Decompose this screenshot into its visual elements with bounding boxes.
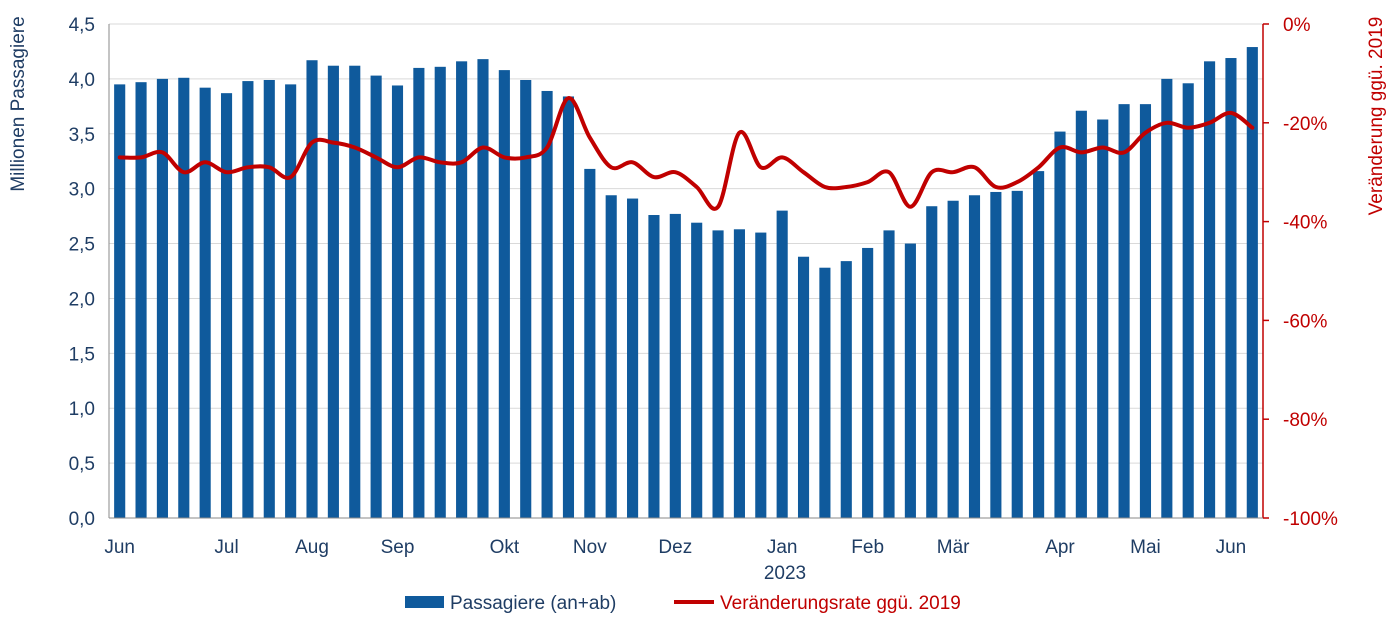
left-tick-label: 3,0 (69, 180, 95, 201)
bar (947, 200, 959, 518)
bar (114, 84, 126, 518)
left-tick-label: 4,0 (69, 70, 95, 91)
bar (242, 81, 254, 518)
bar (220, 93, 233, 518)
x-tick-label: Apr (1045, 537, 1075, 558)
x-tick-label: Dez (658, 537, 692, 558)
line-series (117, 96, 1255, 211)
bar (391, 85, 404, 518)
bar (1011, 190, 1023, 518)
bar (1204, 61, 1216, 519)
right-tick-label: 0% (1283, 15, 1311, 36)
bar (199, 87, 211, 518)
bar (990, 191, 1002, 518)
bar (178, 77, 190, 519)
left-axis-title: Millionen Passagiere (8, 16, 29, 191)
axes (108, 23, 1269, 519)
x-tick-label: Mär (937, 537, 970, 558)
x-tick-label: Mai (1130, 537, 1161, 558)
bar (840, 261, 852, 518)
left-tick-label: 0,5 (69, 454, 95, 475)
right-tick-label: -100% (1283, 509, 1338, 530)
x-tick-label: Jun (104, 537, 135, 558)
bar (797, 256, 810, 518)
x-tick-label: Nov (573, 537, 607, 558)
bar (156, 78, 168, 518)
bar (669, 213, 681, 518)
bar (1161, 78, 1173, 518)
bar (285, 84, 297, 518)
year-label: 2023 (764, 563, 806, 584)
bar-series (114, 47, 1258, 519)
bar (648, 215, 660, 518)
left-tick-label: 4,5 (69, 15, 95, 36)
bar (413, 67, 425, 519)
right-axis-title: Veränderung ggü. 2019 (1366, 17, 1387, 216)
bar (968, 195, 981, 518)
bar (541, 90, 553, 518)
bar (370, 75, 382, 519)
legend-line-label: Veränderungsrate ggü. 2019 (720, 593, 961, 614)
bar (434, 66, 446, 519)
bar (1118, 104, 1130, 518)
bar (135, 82, 147, 518)
bar (1097, 119, 1109, 519)
left-tick-label: 2,0 (69, 289, 95, 310)
bar (862, 247, 874, 519)
x-tick-label: Aug (295, 537, 329, 558)
bar (819, 267, 831, 518)
bar (498, 70, 510, 519)
bar (306, 60, 318, 519)
bar (456, 61, 468, 519)
bar (1246, 47, 1258, 518)
x-tick-label: Jul (214, 537, 238, 558)
left-tick-label: 1,0 (69, 399, 95, 420)
bar (562, 96, 575, 518)
bar (605, 195, 617, 518)
bar (776, 210, 788, 518)
right-tick-label: -80% (1283, 410, 1327, 431)
bar (477, 59, 489, 519)
bar (1225, 58, 1237, 518)
left-tick-label: 1,5 (69, 344, 95, 365)
x-tick-label: Feb (851, 537, 884, 558)
bar (904, 243, 916, 519)
right-tick-label: -40% (1283, 213, 1327, 234)
bar (926, 206, 938, 518)
bar (733, 229, 745, 519)
x-tick-label: Jan (767, 537, 798, 558)
bar (755, 232, 767, 519)
bar (327, 65, 339, 519)
bar (263, 79, 275, 518)
bar (520, 79, 532, 518)
bar (712, 230, 724, 519)
bar (1075, 110, 1087, 519)
right-axis-ticks: -100% -80% -60% -40% -20% 0% (1283, 15, 1338, 530)
right-tick-label: -60% (1283, 311, 1327, 332)
legend-bar-label: Passagiere (an+ab) (450, 593, 616, 614)
x-tick-label: Jun (1216, 537, 1247, 558)
legend-bar-swatch (405, 596, 444, 608)
bar (1054, 131, 1066, 519)
gridlines (109, 23, 1263, 519)
bar (1182, 83, 1194, 518)
line-path (117, 96, 1255, 211)
bar (584, 168, 596, 518)
legend: Passagiere (an+ab) Veränderungsrate ggü.… (405, 593, 961, 614)
bar (691, 222, 703, 518)
left-tick-label: 0,0 (69, 509, 95, 530)
bar (349, 65, 361, 519)
x-axis-ticks: Jun Jul Aug Sep Okt Nov Dez Jan Feb Mär Apr Mai Jun (104, 537, 1246, 558)
x-tick-label: Okt (490, 537, 520, 558)
x-tick-label: Sep (381, 537, 415, 558)
bar (627, 198, 639, 518)
bar (1139, 104, 1152, 518)
left-tick-label: 2,5 (69, 235, 95, 256)
left-axis-ticks: 0,0 0,5 1,0 1,5 2,0 2,5 3,0 3,5 4,0 4,5 (69, 15, 95, 530)
left-tick-label: 3,5 (69, 125, 95, 146)
bar (883, 230, 895, 519)
bar (1033, 171, 1045, 518)
right-tick-label: -20% (1283, 114, 1327, 135)
